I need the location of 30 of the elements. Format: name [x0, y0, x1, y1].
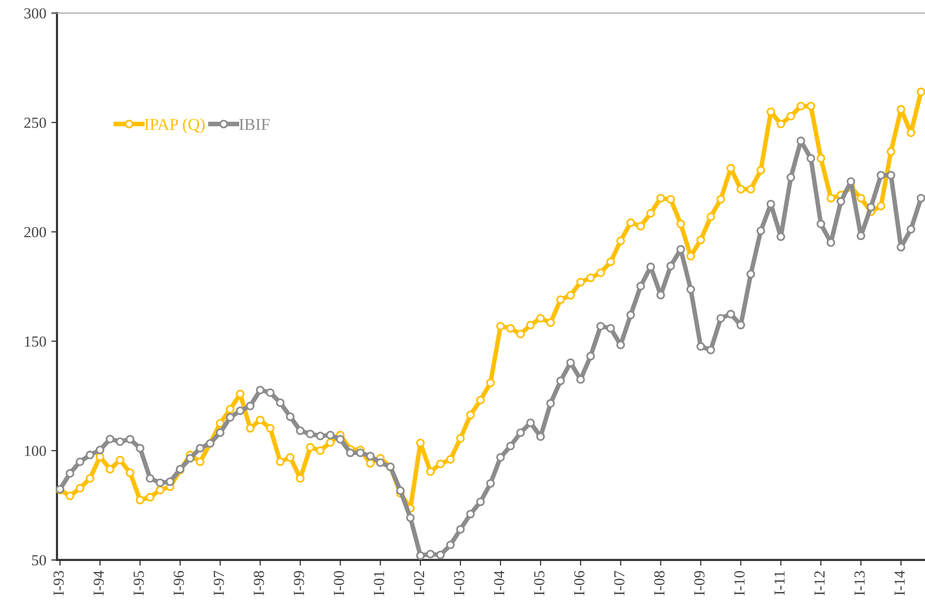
y-tick-label: 300 [24, 8, 46, 19]
x-tick-label: I-03 [454, 570, 464, 596]
x-tick-label: I-13 [854, 570, 865, 596]
y-tick-label: 200 [24, 226, 46, 238]
x-tick-label: I-12 [814, 571, 825, 596]
x-tick-label: I-99 [294, 571, 304, 596]
x-tick-label: I-00 [334, 570, 344, 596]
x-tick-label: I-94 [94, 570, 104, 596]
x-tick-label: I-97 [214, 570, 224, 596]
y-tick-label: 250 [24, 118, 46, 128]
x-tick-label: I-96 [174, 570, 184, 596]
x-tick-label: I-10 [734, 570, 745, 596]
x-tick-label: I-93 [54, 570, 64, 596]
x-tick-label: I-95 [134, 570, 144, 596]
legend-label: IBIF [239, 118, 270, 130]
x-tick-label: I-98 [254, 570, 264, 596]
x-tick-label: I-09 [694, 571, 705, 596]
legend-label: IPAP (Q) [144, 118, 205, 134]
y-tick-label: 100 [24, 446, 46, 456]
x-tick-label: I-07 [614, 570, 624, 596]
y-tick-label: 50 [32, 555, 46, 566]
x-tick-label: I-06 [574, 570, 584, 596]
x-tick-label: I-05 [534, 570, 544, 596]
x-tick-label: I-04 [494, 570, 504, 596]
x-tick-label: I-01 [374, 571, 384, 596]
x-tick-label: I-14 [894, 570, 905, 596]
x-tick-label: I-02 [414, 571, 424, 596]
x-tick-label: I-11 [774, 571, 785, 595]
y-tick-label: 150 [24, 336, 46, 347]
x-tick-label: I-08 [654, 570, 665, 596]
